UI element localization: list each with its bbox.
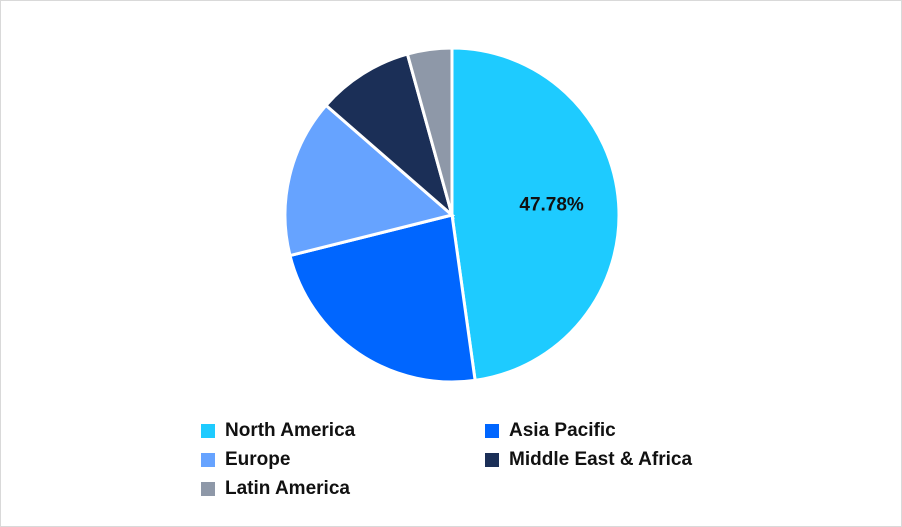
legend-swatch xyxy=(485,424,499,438)
legend-item: North America xyxy=(201,420,355,442)
legend-label: Europe xyxy=(225,449,291,470)
legend-label: Asia Pacific xyxy=(509,420,616,441)
legend-item: Asia Pacific xyxy=(485,420,616,442)
legend-swatch xyxy=(485,453,499,467)
legend-item: Europe xyxy=(201,449,290,471)
pie-slice-north-america xyxy=(450,46,621,383)
pie-slice-middle-east-africa xyxy=(323,52,455,220)
legend-swatch xyxy=(201,453,215,467)
pie-slice-asia-pacific xyxy=(288,213,477,384)
data-label: 47.78% xyxy=(519,195,584,216)
pie-slice-latin-america xyxy=(405,46,454,216)
pie-slice-europe xyxy=(283,103,456,258)
legend-label: Latin America xyxy=(225,478,350,499)
legend-item: Latin America xyxy=(201,478,350,500)
legend-swatch xyxy=(201,424,215,438)
legend-item: Middle East & Africa xyxy=(485,449,692,471)
legend-label: North America xyxy=(225,420,356,441)
legend-swatch xyxy=(201,482,215,496)
legend-label: Middle East & Africa xyxy=(509,449,693,470)
